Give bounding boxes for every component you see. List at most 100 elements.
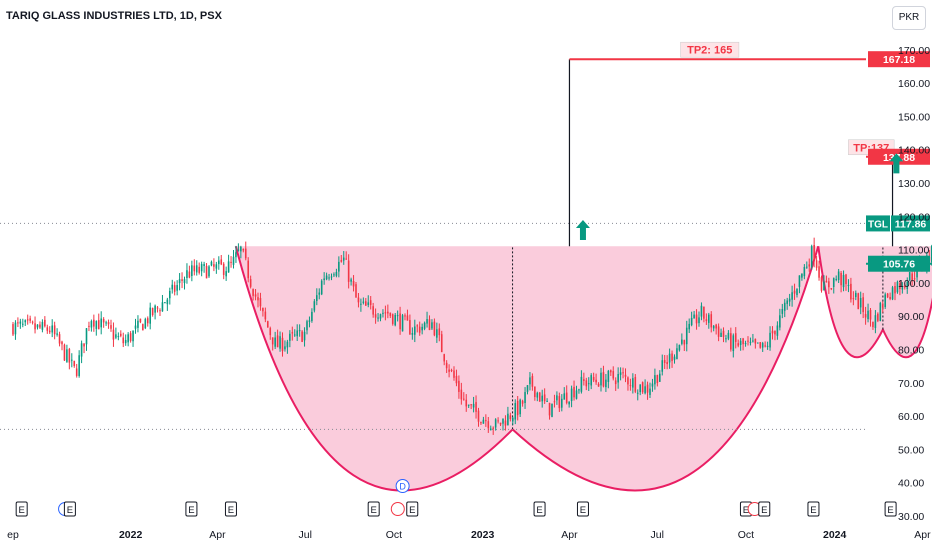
candle-body [458, 380, 460, 392]
candle-body [612, 371, 615, 379]
candle-body [673, 356, 676, 360]
chart-title: TARIQ GLASS INDUSTRIES LTD, 1D, PSX [6, 10, 222, 22]
candle-body [595, 379, 597, 383]
x-tick-label: Apr [914, 529, 931, 541]
candle-body [191, 265, 193, 277]
candle-body [193, 265, 196, 272]
candle-body [210, 261, 213, 266]
candle-body [614, 380, 617, 385]
candle-body [734, 333, 737, 342]
candle-body [531, 376, 534, 387]
candle-body [377, 317, 379, 319]
candle-body [416, 325, 419, 327]
candle-body [31, 321, 34, 323]
y-tick-label: 120.00 [898, 211, 930, 223]
candle-body [886, 293, 889, 298]
y-tick-label: 140.00 [898, 145, 930, 157]
candle-body [818, 266, 820, 278]
candle-body [242, 248, 245, 251]
candle-body [335, 271, 338, 276]
candle-body [730, 333, 732, 350]
candle-body [394, 314, 396, 326]
earnings-icon-5 [367, 501, 380, 517]
x-tick-label: 2023 [471, 529, 495, 541]
candle-body [565, 392, 568, 403]
candle-body [872, 321, 874, 328]
candle-body [813, 244, 815, 261]
candle-body [22, 323, 24, 325]
candle-body [737, 343, 739, 346]
candle-body [232, 256, 235, 265]
candle-body [411, 333, 414, 335]
candle-body [355, 284, 357, 298]
candle-body [852, 298, 855, 300]
candle-body [267, 321, 269, 328]
candle-body [830, 288, 833, 290]
earnings-letter-14: E [810, 505, 816, 516]
candle-body [17, 322, 19, 324]
candle-body [139, 318, 142, 323]
candle-body [651, 383, 654, 387]
candle-body [561, 398, 563, 408]
candle-body [563, 393, 566, 400]
candle-body [519, 399, 521, 415]
y-tick-label: 80.00 [898, 345, 924, 357]
candle-body [659, 373, 661, 382]
candle-body [742, 338, 744, 345]
candle-body [840, 272, 842, 286]
candle-body [764, 345, 766, 347]
candle-body [198, 266, 200, 273]
handle-fill [818, 246, 932, 358]
candle-body [29, 318, 31, 321]
candle-body [311, 311, 313, 322]
candle-body [360, 303, 362, 305]
candle-body [105, 322, 107, 324]
candle-body [389, 312, 392, 316]
candle-body [832, 278, 835, 287]
candle-body [656, 375, 659, 383]
earnings-letter-2: E [67, 505, 73, 516]
candle-body [850, 283, 852, 300]
candle-body [803, 266, 806, 277]
candle-body [788, 298, 791, 302]
candle-body [485, 420, 487, 422]
candle-body [494, 419, 497, 428]
candle-body [879, 302, 882, 322]
candle-body [766, 345, 769, 347]
candle-body [487, 421, 490, 429]
candle-body [14, 322, 17, 335]
y-tick-label: 150.00 [898, 111, 930, 123]
candle-body [254, 294, 257, 297]
currency-button[interactable]: PKR [892, 6, 926, 30]
candle-body [717, 326, 720, 337]
candle-body [401, 315, 404, 332]
candle-body [470, 404, 472, 406]
earnings-icon-2 [63, 501, 76, 517]
candle-body [19, 321, 22, 324]
earnings-letter-5: E [371, 505, 377, 516]
earnings-letter-13: E [761, 505, 767, 516]
candle-body [186, 270, 188, 278]
candle-body [492, 427, 494, 429]
candle-body [749, 341, 752, 343]
candle-body [678, 344, 681, 351]
candle-body [705, 319, 708, 322]
candle-body [12, 324, 14, 335]
candle-body [516, 400, 519, 416]
candle-body [472, 403, 475, 408]
candle-body [286, 341, 289, 348]
time-axis: ep2022AprJulOct2023AprJulOct2024AprJul [7, 529, 931, 541]
candle-body [580, 376, 583, 392]
candle-body [423, 322, 426, 329]
candle-body [93, 319, 95, 327]
candle-body [629, 385, 632, 387]
candle-body [583, 379, 585, 381]
candle-body [507, 413, 509, 426]
earnings-letter-8: E [409, 505, 415, 516]
candle-body [514, 403, 517, 420]
earnings-icon-3 [185, 501, 198, 517]
candle-body [808, 264, 811, 267]
candle-body [543, 394, 546, 402]
candle-body [553, 401, 556, 403]
